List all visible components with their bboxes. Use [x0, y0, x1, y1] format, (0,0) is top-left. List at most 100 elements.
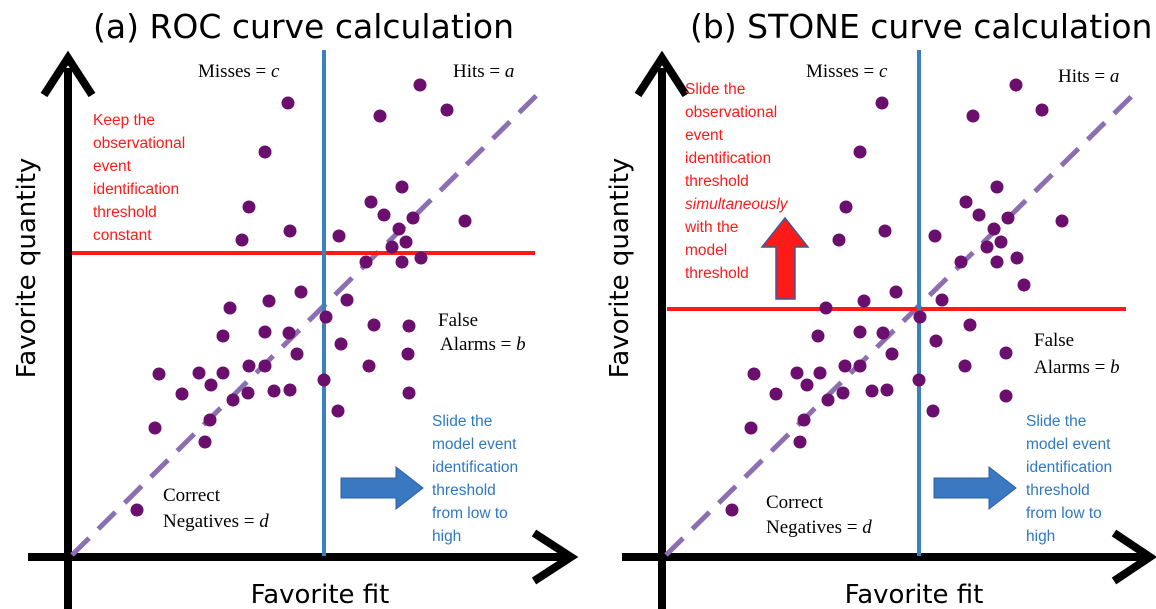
panel-a-correct-label-2: Negatives = d: [163, 511, 269, 532]
data-point: [935, 293, 949, 307]
data-point: [912, 373, 926, 387]
data-point: [990, 180, 1004, 194]
note-line: from low to: [432, 505, 508, 522]
data-point: [223, 301, 237, 315]
data-point: [290, 347, 304, 361]
panel-a-right-arrow-icon: [340, 465, 424, 511]
data-point: [813, 366, 827, 380]
note-line: constant: [93, 227, 152, 244]
data-point: [204, 378, 218, 392]
panel-b-y-label: Favorite quantity: [605, 158, 635, 379]
data-point: [990, 255, 1004, 269]
panel-b-misses-label: Misses = c: [806, 61, 888, 82]
data-point: [926, 404, 940, 418]
data-point: [853, 145, 867, 159]
data-point: [262, 294, 276, 308]
note-line: observational: [685, 104, 777, 121]
data-point: [130, 503, 144, 517]
data-point: [317, 373, 331, 387]
data-point: [258, 145, 272, 159]
note-line: identification: [1026, 459, 1112, 476]
data-point: [1035, 103, 1049, 117]
data-point: [865, 384, 879, 398]
data-point: [966, 109, 980, 123]
note-line: threshold: [1026, 482, 1090, 499]
note-line: identification: [685, 150, 771, 167]
panel-a-hits-label: Hits = a: [453, 61, 514, 82]
note-line: model event: [1026, 436, 1111, 453]
data-point: [395, 255, 409, 269]
data-point: [1001, 211, 1015, 225]
data-point: [331, 404, 345, 418]
data-point: [1010, 251, 1024, 265]
data-point: [395, 180, 409, 194]
data-point: [999, 389, 1013, 403]
data-point: [216, 329, 230, 343]
panel-a-title: (a) ROC curve calculation: [93, 7, 514, 46]
data-point: [880, 383, 894, 397]
data-point: [876, 326, 890, 340]
note-line: threshold: [432, 482, 496, 499]
panel-b-correct-label-2: Negatives = d: [766, 517, 872, 538]
panel-b-up-arrow-icon: [760, 216, 810, 300]
note-line: Slide the: [685, 81, 745, 98]
panel-b-right-arrow-icon: [933, 465, 1017, 511]
data-point: [216, 366, 230, 380]
data-point: [392, 222, 406, 236]
data-point: [402, 386, 416, 400]
panel-b-blue-note: Slide the model event identification thr…: [1026, 413, 1112, 545]
data-point: [999, 346, 1013, 360]
data-point: [959, 195, 973, 209]
data-point: [790, 366, 804, 380]
data-point: [267, 384, 281, 398]
data-point: [192, 366, 206, 380]
data-point: [889, 285, 903, 299]
panel-a-x-arrowhead: [531, 529, 579, 585]
panel-b-x-arrowhead: [1111, 529, 1156, 585]
note-line: threshold: [685, 173, 749, 190]
data-point: [148, 421, 162, 435]
note-line: high: [1026, 528, 1055, 545]
data-point: [819, 301, 833, 315]
note-line: Slide the: [1026, 413, 1086, 430]
data-point: [811, 329, 825, 343]
data-point: [994, 235, 1008, 249]
data-point: [963, 318, 977, 332]
data-point: [929, 334, 943, 348]
data-point: [414, 251, 428, 265]
data-point: [853, 325, 867, 339]
panel-a-y-arrowhead: [40, 50, 96, 98]
panel-b-correct-label-1: Correct: [766, 492, 824, 513]
data-point: [1017, 278, 1031, 292]
data-point: [283, 224, 297, 238]
data-point: [747, 367, 761, 381]
data-point: [797, 413, 811, 427]
data-point: [954, 255, 968, 269]
data-point: [364, 195, 378, 209]
data-point: [406, 211, 420, 225]
note-line: observational: [93, 135, 185, 152]
data-point: [857, 294, 871, 308]
panel-b-red-note: Slide the observational event identifica…: [684, 81, 789, 282]
panel-a-blue-note: Slide the model event identification thr…: [432, 413, 518, 545]
data-point: [793, 435, 807, 449]
panel-b-false-label-1: False: [1034, 330, 1074, 351]
note-line: Slide the: [432, 413, 492, 430]
data-point: [853, 359, 867, 373]
data-point: [769, 387, 783, 401]
data-point: [836, 386, 850, 400]
panel-a-false-label-1: False: [438, 310, 478, 331]
panel-a-misses-label: Misses = c: [198, 61, 280, 82]
data-point: [458, 214, 472, 228]
data-point: [332, 229, 346, 243]
data-point: [413, 78, 427, 92]
data-point: [972, 208, 986, 222]
data-point: [725, 503, 739, 517]
data-point: [878, 224, 892, 238]
data-point: [281, 96, 295, 110]
data-point: [241, 386, 255, 400]
panel-b-points: [725, 78, 1069, 517]
note-line: model: [685, 242, 727, 259]
data-point: [334, 337, 348, 351]
